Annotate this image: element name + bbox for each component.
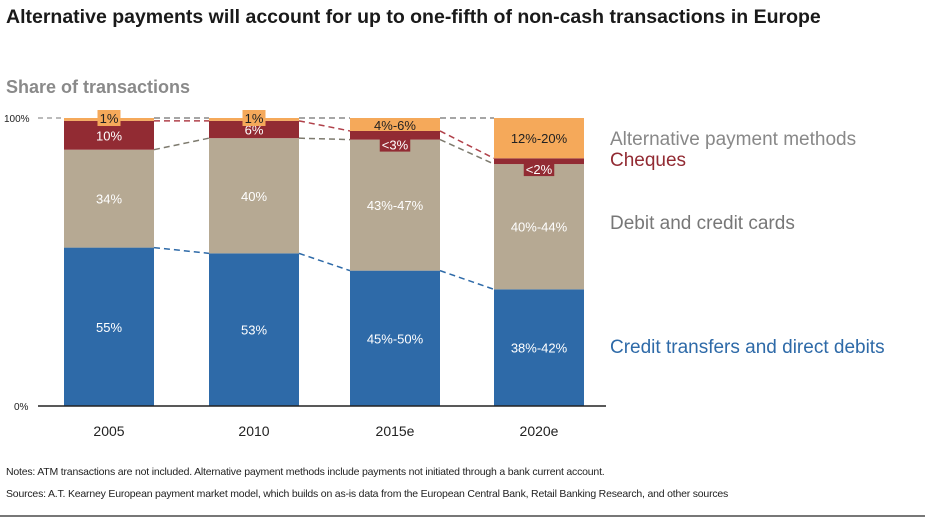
bar-segment xyxy=(209,253,299,406)
bar-segment xyxy=(209,120,299,139)
data-label: 1% xyxy=(100,111,119,126)
bar-segment xyxy=(350,139,440,271)
connector-line xyxy=(439,269,495,291)
bar-segment xyxy=(64,149,154,248)
legend-label-0: Credit transfers and direct debits xyxy=(610,337,885,358)
data-label: 43%-47% xyxy=(367,198,424,213)
label-box xyxy=(523,161,555,177)
data-label: 1% xyxy=(245,111,264,126)
connector-line xyxy=(439,130,495,159)
y-tick-label: 0% xyxy=(14,402,29,413)
x-tick-label: 2005 xyxy=(93,423,124,439)
bar-segment xyxy=(209,138,299,254)
y-tick-label: 100% xyxy=(4,114,30,125)
connector-line xyxy=(298,137,351,141)
legend-label-3: Alternative payment methods xyxy=(610,129,856,150)
chart-subtitle: Share of transactions xyxy=(6,77,191,97)
data-label: 4%-6% xyxy=(374,118,416,133)
label-box xyxy=(97,110,121,126)
notes-text: Notes: ATM transactions are not included… xyxy=(6,466,605,478)
bar-segment xyxy=(350,270,440,406)
connector-line xyxy=(439,138,495,165)
data-label: 40% xyxy=(241,189,267,204)
data-label: 34% xyxy=(96,192,122,207)
data-label: 6% xyxy=(245,123,264,138)
connector-line xyxy=(298,252,351,272)
data-label: 38%-42% xyxy=(511,341,568,356)
sources-text: Sources: A.T. Kearney European payment m… xyxy=(6,488,729,500)
connector-line xyxy=(153,137,210,151)
data-label: <3% xyxy=(382,138,409,153)
bar-segment xyxy=(64,247,154,406)
x-tick-label: 2015e xyxy=(376,423,415,439)
bar-segment xyxy=(494,118,584,159)
legend-label-2: Cheques xyxy=(610,150,686,171)
legend-label-1: Debit and credit cards xyxy=(610,213,795,234)
connector-line xyxy=(298,120,351,132)
data-label: 45%-50% xyxy=(367,331,424,346)
label-box xyxy=(242,110,266,126)
data-label: 55% xyxy=(96,320,122,335)
data-label: 10% xyxy=(96,128,122,143)
chart-title: Alternative payments will account for up… xyxy=(6,6,821,28)
stacked-bar-chart: 100% 0% 55% 53% 45%-50% 38%-42% 34% 40% 43%-47% 4… xyxy=(4,110,885,439)
bar-segment xyxy=(494,289,584,406)
data-label: 12%-20% xyxy=(511,131,568,146)
bar-segment xyxy=(350,130,440,140)
data-label: <2% xyxy=(526,162,553,177)
data-label: 40%-44% xyxy=(511,220,568,235)
bottom-divider xyxy=(0,515,925,517)
x-tick-label: 2010 xyxy=(238,423,269,439)
label-box xyxy=(379,136,411,152)
connector-line xyxy=(153,246,210,255)
bar-segment xyxy=(350,118,440,131)
bar-segment xyxy=(494,164,584,290)
x-tick-label: 2020e xyxy=(520,423,559,439)
data-label: 53% xyxy=(241,323,267,338)
